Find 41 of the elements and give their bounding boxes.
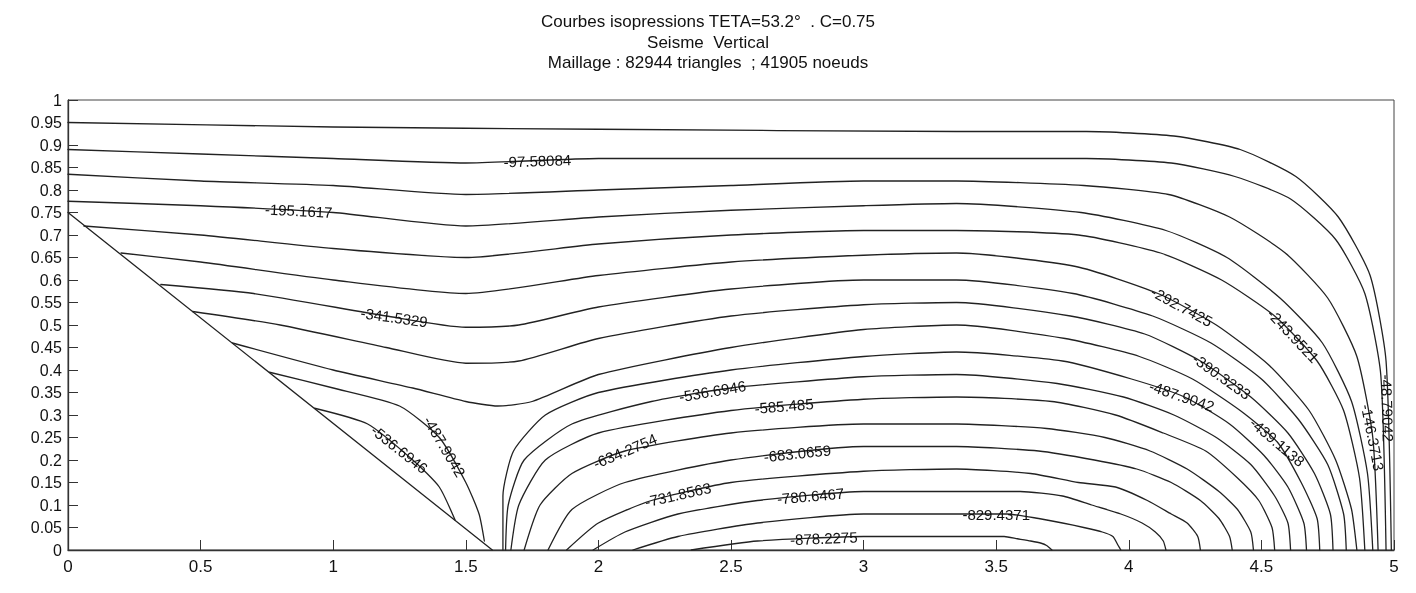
y-tick-label: 0.9 [39,136,63,154]
annotation: -341.5329 [359,304,429,331]
chart-title: Courbes isopressions TETA=53.2° . C=0.75 [540,12,876,31]
y-tick-label: 0.85 [30,159,63,176]
x-tick-label: 0.5 [188,557,213,576]
annotation: -585.485 [753,395,815,417]
y-tick-label: 0.1 [39,496,63,514]
chart-subtitle: Seisme Vertical Maillage : 82944 triangles ; 41905 noeuds [547,32,869,72]
y-tick-label: 0.75 [30,204,63,221]
y-tick-label: 0.2 [39,451,63,469]
x-tick-label: 4.5 [1249,557,1274,576]
y-tick-label: 0.05 [30,519,63,536]
annotation: -683.0659 [762,441,832,466]
x-tick-label: 5 [1389,557,1399,576]
y-tick-label: 0.35 [30,384,63,401]
y-tick-label: 1 [53,91,63,109]
annotation: -195.1617 [264,200,333,221]
y-tick-label: 0 [53,541,63,559]
y-tick-label: 0.6 [39,271,63,289]
y-tick-label: 0.65 [30,249,63,266]
x-tick-label: 3 [858,557,869,576]
y-tick-label: 0.15 [30,474,63,491]
annotation: -536.6946 [677,377,748,406]
x-tick-label: 2 [593,557,604,576]
annotation: -878.2275 [789,528,858,549]
y-tick-label: 0.45 [30,339,63,356]
y-tick-label: 0.55 [30,294,63,311]
annotation: -731.8563 [643,478,713,511]
y-tick-label: 0.95 [30,114,63,131]
y-tick-label: 0.25 [30,429,63,446]
y-tick-label: 0.5 [39,316,63,334]
x-tick-label: 3.5 [984,557,1009,576]
y-tick-label: 0.3 [39,406,63,424]
y-tick-label: 0.8 [39,181,63,199]
x-tick-label: 1 [328,557,338,576]
x-tick-label: 2.5 [719,557,743,576]
x-tick-label: 4 [1124,557,1134,576]
y-tick-label: 0.7 [39,226,63,244]
annotation: -780.6467 [776,484,845,508]
y-tick-label: 0.4 [39,361,63,379]
x-tick-label: 1.5 [453,557,478,576]
